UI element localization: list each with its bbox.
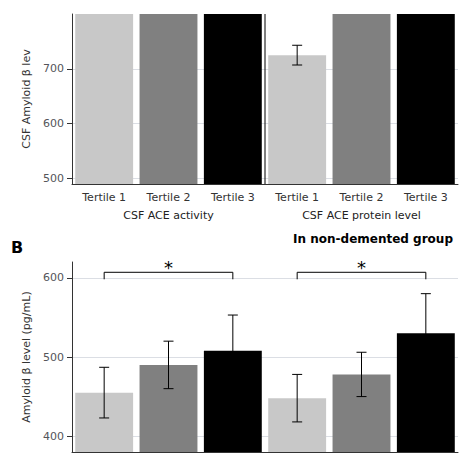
svg-text:600: 600	[43, 117, 64, 130]
svg-text:Amyloid β level (pg/mL): Amyloid β level (pg/mL)	[20, 291, 33, 422]
svg-text:500: 500	[43, 351, 64, 364]
svg-text:600: 600	[43, 271, 64, 284]
svg-text:Tertile 3: Tertile 3	[210, 191, 255, 204]
svg-text:Tertile 2: Tertile 2	[339, 191, 384, 204]
svg-text:Tertile 3: Tertile 3	[403, 191, 448, 204]
svg-text:Tertile 1: Tertile 1	[81, 191, 126, 204]
svg-text:500: 500	[43, 172, 64, 185]
svg-text:CSF ACE activity: CSF ACE activity	[123, 209, 214, 222]
svg-text:Tertile 1: Tertile 1	[274, 191, 319, 204]
svg-text:*: *	[164, 257, 173, 278]
svg-text:700: 700	[43, 62, 64, 75]
svg-text:CSF ACE protein level: CSF ACE protein level	[302, 209, 421, 222]
svg-text:In non-demented group: In non-demented group	[293, 232, 453, 246]
svg-text:Tertile 2: Tertile 2	[146, 191, 191, 204]
svg-text:CSF Amyloid β lev: CSF Amyloid β lev	[20, 49, 33, 149]
svg-text:B: B	[11, 238, 23, 257]
svg-text:*: *	[357, 257, 366, 278]
svg-text:400: 400	[43, 430, 64, 443]
